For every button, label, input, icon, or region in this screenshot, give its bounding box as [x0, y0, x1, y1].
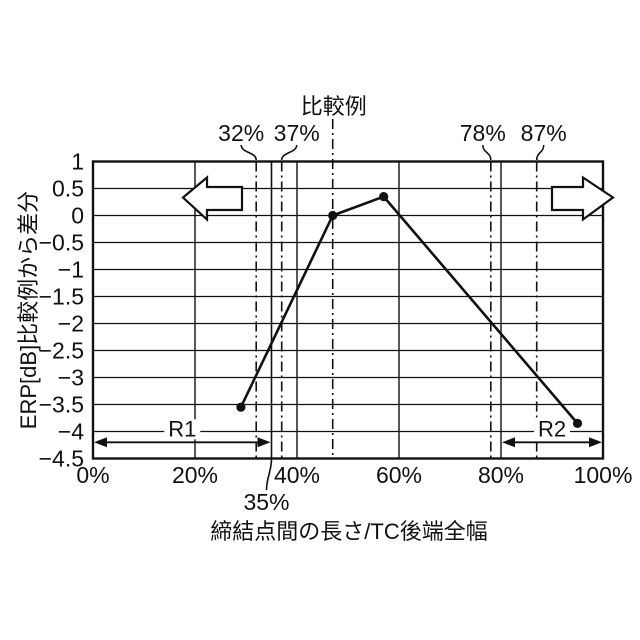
- y-tick-label: −0.5: [39, 230, 84, 256]
- y-tick-label: −3.5: [39, 392, 84, 418]
- y-tick-label: −2: [58, 311, 84, 337]
- callout-label-top: 87%: [521, 120, 567, 146]
- range-label-r2: R2: [538, 416, 566, 441]
- left-direction-arrow: [181, 175, 244, 223]
- x-tick-label: 40%: [274, 462, 320, 488]
- x-tick-label: 0%: [76, 462, 109, 488]
- range-arrow-r2: [502, 419, 602, 448]
- gridlines: [93, 161, 603, 459]
- x-tick-label: 100%: [574, 462, 633, 488]
- x-axis-title: 締結点間の長さ/TC後端全幅: [210, 519, 487, 544]
- y-tick-label: −4.5: [39, 446, 84, 472]
- callout-leader: [535, 144, 545, 161]
- comparative-example-label: 比較例: [301, 94, 367, 119]
- data-point: [328, 210, 338, 221]
- y-tick-label: 0: [71, 203, 84, 229]
- range-arrowhead-right: [589, 437, 602, 448]
- y-axis-title: ERP[dB]比較例から差分: [16, 191, 41, 429]
- range-arrow-r1: [94, 419, 271, 448]
- range-label-r1: R1: [168, 416, 196, 441]
- callout-leader: [240, 144, 257, 161]
- callout-leader: [280, 144, 298, 161]
- range-arrowhead-left: [94, 437, 107, 448]
- data-point: [379, 192, 389, 202]
- y-tick-label: −1: [58, 257, 84, 283]
- range-arrowhead-left: [502, 437, 515, 448]
- callout-label-top: 37%: [274, 120, 320, 146]
- y-tick-label: −1.5: [39, 284, 84, 310]
- x-tick-label: 20%: [172, 462, 218, 488]
- data-line: [239, 195, 579, 425]
- y-tick-label: −4: [58, 419, 84, 445]
- x-tick-label: 60%: [376, 462, 422, 488]
- range-label-bg: [164, 419, 201, 440]
- range-label-bg: [534, 419, 570, 440]
- callout-label-bottom: 35%: [243, 489, 289, 515]
- y-tick-label: 1: [71, 149, 84, 175]
- y-tick-label: 0.5: [52, 176, 84, 202]
- callout-leader: [482, 144, 492, 161]
- callout-leader: [265, 458, 273, 491]
- plot-frame: [91, 160, 605, 460]
- data-point: [236, 402, 246, 412]
- range-arrowhead-right: [257, 437, 271, 448]
- x-tick-label: 80%: [478, 462, 524, 488]
- callout-label-top: 78%: [460, 120, 506, 146]
- right-direction-arrow: [550, 175, 615, 222]
- callout-label-top: 32%: [218, 120, 264, 146]
- y-tick-label: −2.5: [39, 338, 84, 364]
- data-point: [572, 418, 583, 428]
- y-tick-label: −3: [58, 365, 84, 391]
